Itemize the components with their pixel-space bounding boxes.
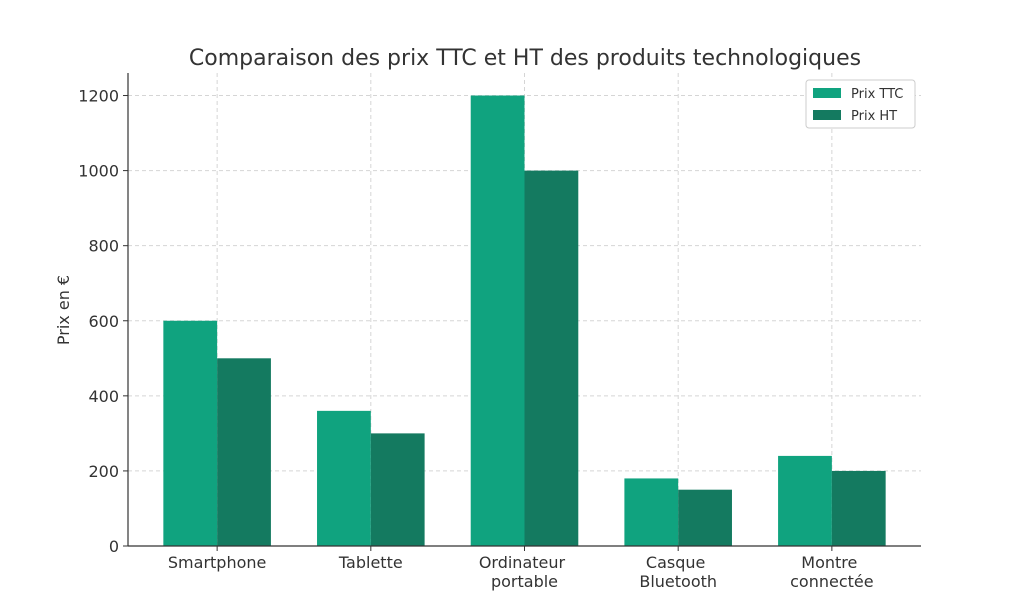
chart-title: Comparaison des prix TTC et HT des produ…	[189, 46, 861, 71]
y-tick-label: 1000	[78, 162, 119, 181]
bar-prix-ttc	[624, 478, 679, 546]
y-tick-label: 1200	[78, 87, 119, 106]
legend-label: Prix HT	[851, 109, 897, 124]
bar-prix-ht	[370, 433, 425, 546]
legend-label: Prix TTC	[851, 87, 903, 102]
bar-prix-ht	[217, 358, 271, 546]
legend-swatch	[813, 110, 841, 120]
x-tick-label: Montre connectée	[790, 553, 873, 591]
legend: Prix TTC Prix HT	[805, 79, 916, 129]
x-tick-label: Tablette	[338, 553, 403, 572]
y-tick-label: 600	[88, 312, 119, 331]
x-tick-label-line: portable	[491, 572, 558, 591]
x-tick-label-line: Bluetooth	[639, 572, 717, 591]
y-tick-label: 0	[109, 537, 119, 556]
x-tick-label-line: Ordinateur	[479, 553, 570, 572]
bar-prix-ttc	[163, 320, 218, 546]
bar-prix-ttc	[778, 455, 832, 546]
y-tick-label: 800	[88, 237, 119, 256]
x-tick-label: Casque Bluetooth	[639, 553, 717, 591]
x-tick-label-line: Casque	[646, 553, 711, 572]
y-axis-label: Prix en €	[54, 275, 73, 345]
bar-prix-ht	[524, 170, 579, 546]
bar-prix-ht	[831, 470, 886, 546]
legend-swatch	[813, 88, 841, 98]
x-tick-label: Ordinateur portable	[479, 553, 570, 591]
bar-prix-ttc	[317, 410, 371, 546]
x-tick-label-line: connectée	[790, 572, 873, 591]
x-tick-label: Smartphone	[168, 553, 266, 572]
y-tick-label: 200	[88, 462, 119, 481]
bar-prix-ttc	[470, 95, 525, 547]
bar-prix-ht	[678, 489, 732, 546]
y-tick-label: 400	[88, 387, 119, 406]
x-tick-label-line: Montre	[801, 553, 862, 572]
